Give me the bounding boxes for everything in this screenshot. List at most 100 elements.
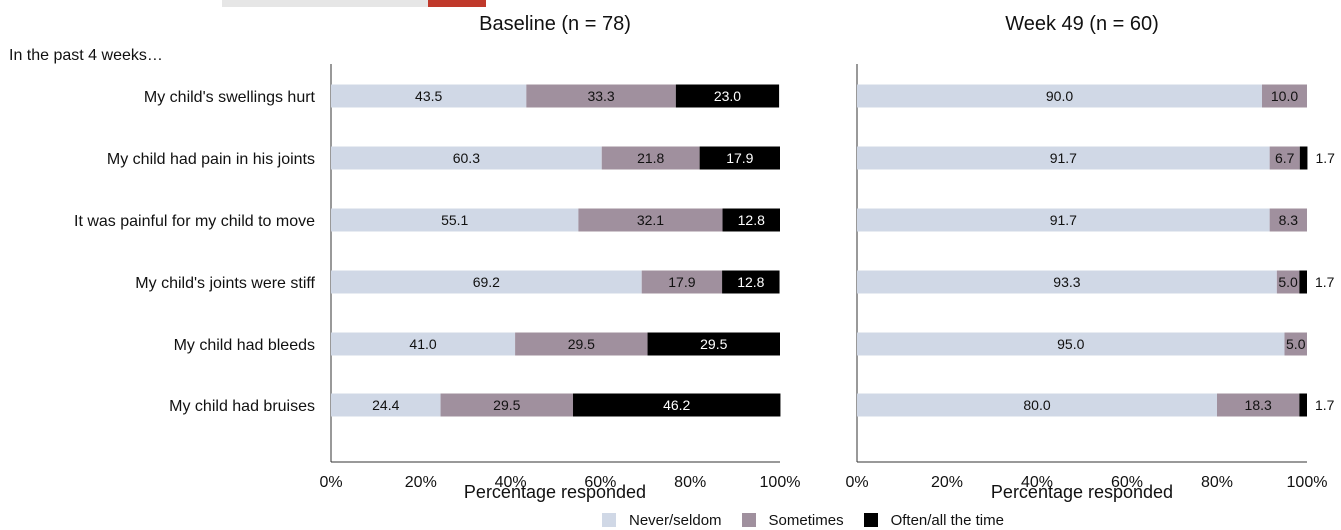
data-label-often: 1.7 [1315,150,1335,166]
bar-segment-never [331,393,441,417]
data-label-often: 29.5 [700,336,727,352]
x-tick-label: 0% [845,474,868,491]
header-strip-grey [222,0,428,7]
bar-segment-sometimes [440,393,574,417]
bar-segment-sometimes [1269,146,1300,170]
data-label-sometimes: 33.3 [587,88,614,104]
data-label-sometimes: 32.1 [637,212,664,228]
category-label: My child's swellings hurt [144,89,316,106]
x-tick-label: 40% [495,474,527,491]
data-label-sometimes: 17.9 [668,274,695,290]
data-label-never: 41.0 [409,336,436,352]
bar-segment-never [857,84,1262,108]
x-tick-label: 80% [674,474,706,491]
bar-segment-sometimes [515,332,648,356]
legend-item-sometimes: Sometimes [741,511,844,529]
data-label-never: 91.7 [1050,150,1077,166]
bar-segment-sometimes [1269,208,1307,232]
bar-segment-sometimes [641,270,723,294]
legend-swatch-never [602,513,616,527]
bar-segment-never [331,332,516,356]
legend-label-never: Never/seldom [629,511,722,529]
data-label-never: 60.3 [453,150,480,166]
data-label-never: 93.3 [1053,274,1080,290]
bar-segment-sometimes [1276,270,1300,294]
bar-segment-often [1299,393,1307,417]
chart-subtitle: In the past 4 weeks… [9,47,163,64]
bar-segment-often [722,270,780,294]
panel-title-week49: Week 49 (n = 60) [1005,13,1159,35]
legend-item-never: Never/seldom [602,512,722,529]
data-label-sometimes: 5.0 [1286,336,1306,352]
data-label-never: 55.1 [441,212,468,228]
data-label-often: 17.9 [726,150,753,166]
bar-segment-sometimes [578,208,723,232]
bar-segment-often [573,393,781,417]
bar-segment-never [331,270,642,294]
data-label-never: 90.0 [1046,88,1073,104]
legend-swatch-sometimes [741,513,756,527]
header-strip-red [428,0,486,7]
x-tick-label: 20% [405,474,437,491]
data-label-sometimes: 6.7 [1275,150,1295,166]
bar-segment-sometimes [1262,84,1307,108]
bar-segment-often [699,146,780,170]
bar-segment-never [857,208,1270,232]
data-label-never: 43.5 [415,88,442,104]
x-axis-label-baseline: Percentage responded [464,482,646,502]
bar-segment-sometimes [1217,393,1300,417]
bar-segment-never [857,332,1285,356]
data-label-sometimes: 29.5 [568,336,595,352]
bar-segment-often [1299,146,1308,170]
chart-legend: Never/seldom Sometimes Often/all the tim… [602,511,1024,529]
data-label-often: 1.7 [1315,397,1335,413]
data-label-sometimes: 8.3 [1279,212,1299,228]
bar-segment-never [331,84,527,108]
bar-segment-never [857,146,1270,170]
panel-title-baseline: Baseline (n = 78) [479,13,631,35]
bar-segment-often [722,208,780,232]
data-label-often: 12.8 [738,212,765,228]
bar-segment-often [675,84,780,108]
category-label: My child had bruises [169,398,315,415]
x-tick-label: 100% [1287,474,1328,491]
legend-label-sometimes: Sometimes [768,511,844,529]
bar-segment-never [857,270,1277,294]
data-label-never: 95.0 [1057,336,1084,352]
x-tick-label: 20% [931,474,963,491]
x-tick-label: 60% [1111,474,1143,491]
legend-swatch-often [863,513,878,527]
bar-segment-never [857,393,1217,417]
bar-segment-sometimes [1284,332,1307,356]
category-label: My child's joints were stiff [135,275,315,292]
panel-week49: Week 49 (n = 60) Percentage responded 0%… [845,13,1335,502]
bar-segment-sometimes [526,84,676,108]
panel-baseline: Baseline (n = 78) Percentage responded 0… [74,13,800,502]
bar-segment-often [647,332,780,356]
data-label-never: 69.2 [473,274,500,290]
data-label-never: 91.7 [1050,212,1077,228]
data-label-sometimes: 21.8 [637,150,664,166]
data-label-never: 80.0 [1023,397,1050,413]
x-tick-label: 40% [1021,474,1053,491]
data-label-often: 1.7 [1315,274,1335,290]
x-tick-label: 100% [760,474,801,491]
x-tick-label: 60% [584,474,616,491]
data-label-often: 12.8 [737,274,764,290]
bar-segment-sometimes [601,146,700,170]
bar-segment-never [331,208,579,232]
legend-label-often: Often/all the time [890,511,1004,529]
category-label: My child had pain in his joints [107,151,315,168]
data-label-sometimes: 5.0 [1278,274,1298,290]
bar-segment-often [1299,270,1307,294]
data-label-sometimes: 18.3 [1245,397,1272,413]
data-label-often: 46.2 [663,397,690,413]
data-label-sometimes: 29.5 [493,397,520,413]
data-label-sometimes: 10.0 [1271,88,1298,104]
x-tick-label: 80% [1201,474,1233,491]
category-label: My child had bleeds [174,337,315,354]
data-label-never: 24.4 [372,397,399,413]
x-tick-label: 0% [319,474,342,491]
data-label-often: 23.0 [714,88,741,104]
